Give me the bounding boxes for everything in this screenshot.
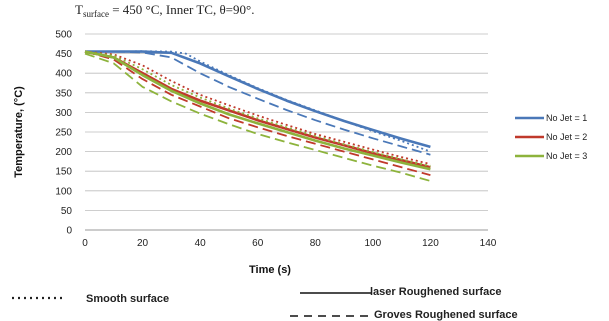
x-tick-label: 120	[422, 238, 439, 249]
y-tick-label: 0	[66, 226, 72, 237]
series-line-5	[84, 50, 431, 165]
caption-text: = 450 °C, Inner TC, θ=90°.	[109, 2, 255, 17]
y-tick-label: 250	[55, 128, 72, 139]
y-tick-label: 350	[55, 88, 72, 99]
caption-symbol: T	[75, 2, 83, 17]
series-lines	[84, 50, 431, 182]
series-line-2	[85, 50, 431, 153]
y-tick-label: 150	[55, 167, 72, 178]
style-legend: Smooth surface laser Roughened surface G…	[12, 286, 518, 321]
series-line-1	[85, 50, 431, 156]
y-axis-title: Temperature, (°C)	[13, 86, 25, 178]
y-tick-label: 400	[55, 69, 72, 80]
tick-labels: 0 50 100 150 200 250 300 350 400 450 500 0 20 40 60 80 1…	[55, 30, 496, 250]
series-line-6	[84, 50, 431, 171]
groves-label: Groves Roughened surface	[374, 309, 518, 321]
legend-label: No Jet = 3	[546, 151, 587, 161]
x-tick-label: 60	[252, 238, 264, 249]
laser-label: laser Roughened surface	[370, 286, 501, 298]
x-tick-label: 0	[82, 238, 88, 249]
legend: No Jet = 1 No Jet = 2 No Jet = 3	[515, 113, 587, 161]
legend-label: No Jet = 1	[546, 113, 587, 123]
y-tick-label: 100	[55, 186, 72, 197]
y-tick-label: 500	[55, 30, 72, 41]
y-tick-label: 450	[55, 49, 72, 60]
legend-label: No Jet = 2	[546, 132, 587, 142]
series-line-7	[84, 52, 431, 182]
x-tick-label: 40	[195, 238, 207, 249]
x-tick-label: 100	[365, 238, 382, 249]
x-axis-title: Time (s)	[249, 264, 291, 276]
figure-caption: Tsurface = 450 °C, Inner TC, θ=90°.	[75, 2, 254, 19]
x-tick-label: 80	[310, 238, 322, 249]
x-tick-label: 140	[480, 238, 497, 249]
series-line-3	[84, 50, 431, 169]
y-tick-label: 200	[55, 147, 72, 158]
smooth-label: Smooth surface	[86, 293, 169, 305]
x-tick-label: 20	[137, 238, 149, 249]
gridlines	[85, 33, 488, 211]
series-line-4	[84, 50, 431, 176]
series-line-8	[84, 50, 431, 167]
y-tick-label: 300	[55, 108, 72, 119]
y-tick-label: 50	[61, 206, 73, 217]
caption-subscript: surface	[83, 9, 109, 19]
